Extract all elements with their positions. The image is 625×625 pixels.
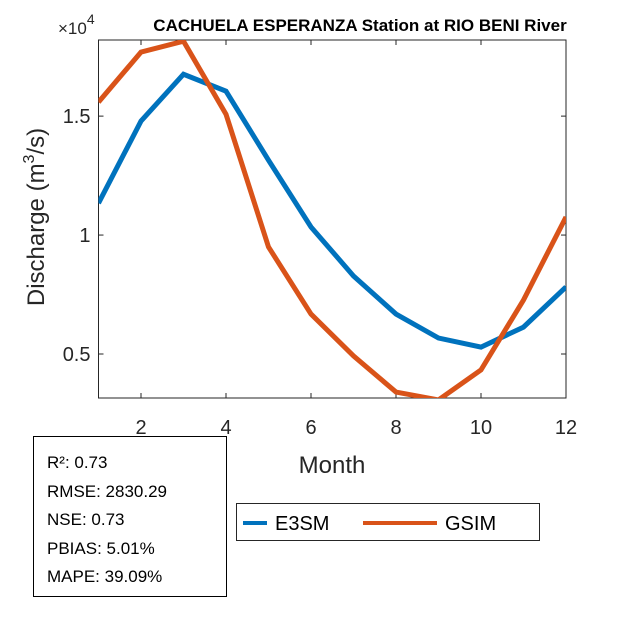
metrics-box: R²: 0.73 RMSE: 2830.29 NSE: 0.73 PBIAS: … bbox=[33, 436, 227, 597]
chart-title: CACHUELA ESPERANZA Station at RIO BENI R… bbox=[153, 16, 567, 35]
x-tick-label: 2 bbox=[135, 417, 146, 439]
legend: E3SM GSIM bbox=[236, 503, 540, 541]
metric-nse: NSE: 0.73 bbox=[47, 510, 125, 529]
metric-mape: MAPE: 39.09% bbox=[47, 567, 163, 586]
y-tick-label: 1 bbox=[79, 225, 90, 247]
metric-rmse: RMSE: 2830.29 bbox=[47, 481, 168, 501]
legend-label-gsim: GSIM bbox=[445, 513, 496, 535]
y-tick-label: 0.5 bbox=[63, 344, 91, 366]
y-axis-label: Discharge (m3/s) bbox=[21, 128, 50, 306]
legend-label-e3sm: E3SM bbox=[275, 513, 329, 535]
y-tick-label: 1.5 bbox=[63, 106, 91, 128]
x-tick-label: 6 bbox=[305, 417, 316, 439]
x-axis-label: Month bbox=[299, 452, 366, 479]
x-tick-label: 4 bbox=[220, 417, 231, 439]
series-line-e3sm bbox=[98, 71, 566, 350]
x-tick-label: 8 bbox=[390, 417, 401, 439]
x-tick-label: 10 bbox=[470, 417, 492, 439]
metric-pbias: PBIAS: 5.01% bbox=[47, 538, 155, 558]
y-exponent-label: ×104 bbox=[58, 11, 95, 38]
metric-r2: R²: 0.73 bbox=[47, 453, 108, 472]
x-tick-label: 12 bbox=[555, 417, 577, 439]
series-line-gsim bbox=[98, 40, 566, 398]
